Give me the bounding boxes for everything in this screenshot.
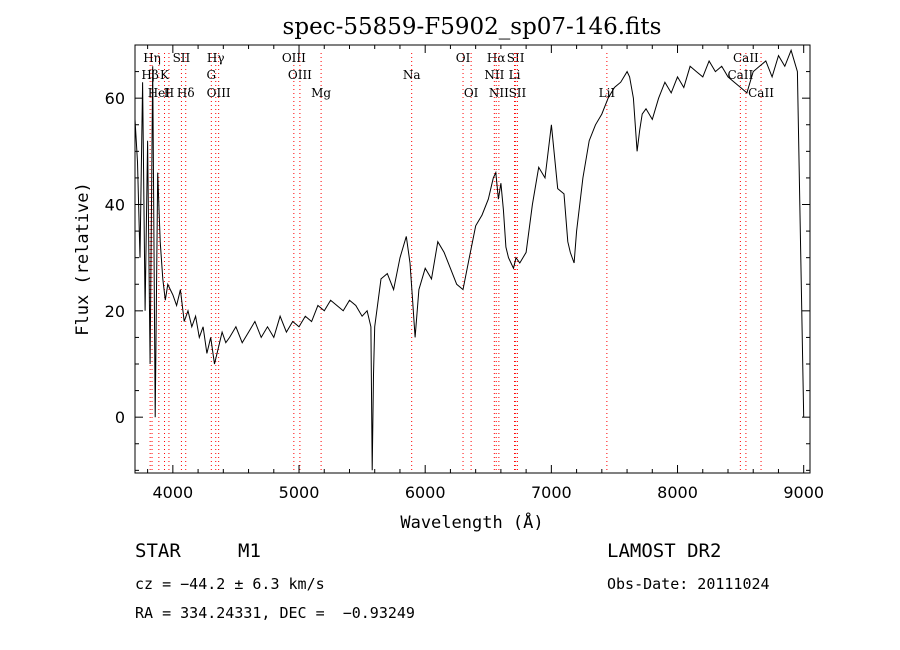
spectrum-line — [134, 48, 805, 471]
axes: 4000 5000 6000 7000 8000 9000 0 20 40 60 — [105, 44, 824, 502]
line-marker-label: CaII — [727, 68, 753, 82]
x-tick-label: 7000 — [531, 483, 572, 502]
line-marker-label: Hγ — [207, 51, 225, 65]
line-marker-label: NII — [489, 86, 509, 100]
chart-title: spec-55859-F5902_sp07-146.fits — [283, 14, 662, 40]
sky-coordinates: RA = 334.24331, DEC = −0.93249 — [135, 604, 415, 622]
line-marker-label: Mg — [311, 86, 331, 100]
line-marker-label: K — [160, 68, 170, 82]
y-tick-label: 60 — [105, 89, 125, 108]
line-marker-label: Na — [403, 68, 421, 82]
line-marker-label: Hη — [143, 51, 161, 65]
object-subclass: M1 — [238, 540, 261, 562]
x-tick-label: 5000 — [279, 483, 320, 502]
y-tick-label: 20 — [105, 302, 125, 321]
y-tick-label: 0 — [115, 408, 125, 427]
x-tick-label: 6000 — [405, 483, 446, 502]
line-marker-label: Li — [509, 68, 521, 82]
object-class: STAR — [135, 540, 181, 562]
line-marker-label: Hα — [487, 51, 506, 65]
x-tick-label: 8000 — [657, 483, 698, 502]
survey-name: LAMOST DR2 — [607, 540, 722, 562]
line-marker-label: CaII — [748, 86, 774, 100]
x-tick-label: 9000 — [783, 483, 824, 502]
line-marker-label: OI — [464, 86, 479, 100]
line-marker-label: SII — [507, 51, 525, 65]
redshift-velocity: cz = −44.2 ± 6.3 km/s — [135, 575, 325, 593]
line-marker-label: G — [207, 68, 217, 82]
line-marker-label: Hδ — [177, 86, 195, 100]
line-marker-label: OIII — [207, 86, 231, 100]
x-axis-label: Wavelength (Å) — [400, 511, 543, 533]
spectral-line-markers: HηHβHeIKHSIIHδHγGOIIIOIIIOIIIMgNaOIOIHαN… — [141, 51, 774, 473]
line-marker-label: LiI — [599, 86, 616, 100]
line-marker-label: SII — [509, 86, 527, 100]
line-marker-label: OIII — [282, 51, 306, 65]
line-marker-label: CaII — [733, 51, 759, 65]
y-axis-label: Flux (relative) — [73, 182, 93, 336]
line-marker-label: Hβ — [141, 68, 158, 82]
observation-date: Obs-Date: 20111024 — [607, 575, 770, 593]
x-tick-label: 4000 — [152, 483, 193, 502]
plot-frame — [134, 44, 811, 474]
line-marker-label: OI — [456, 51, 471, 65]
line-marker-label: NII — [484, 68, 504, 82]
line-marker-label: H — [164, 86, 174, 100]
line-marker-label: OIII — [288, 68, 312, 82]
line-marker-label: SII — [173, 51, 191, 65]
y-tick-label: 40 — [105, 196, 125, 215]
